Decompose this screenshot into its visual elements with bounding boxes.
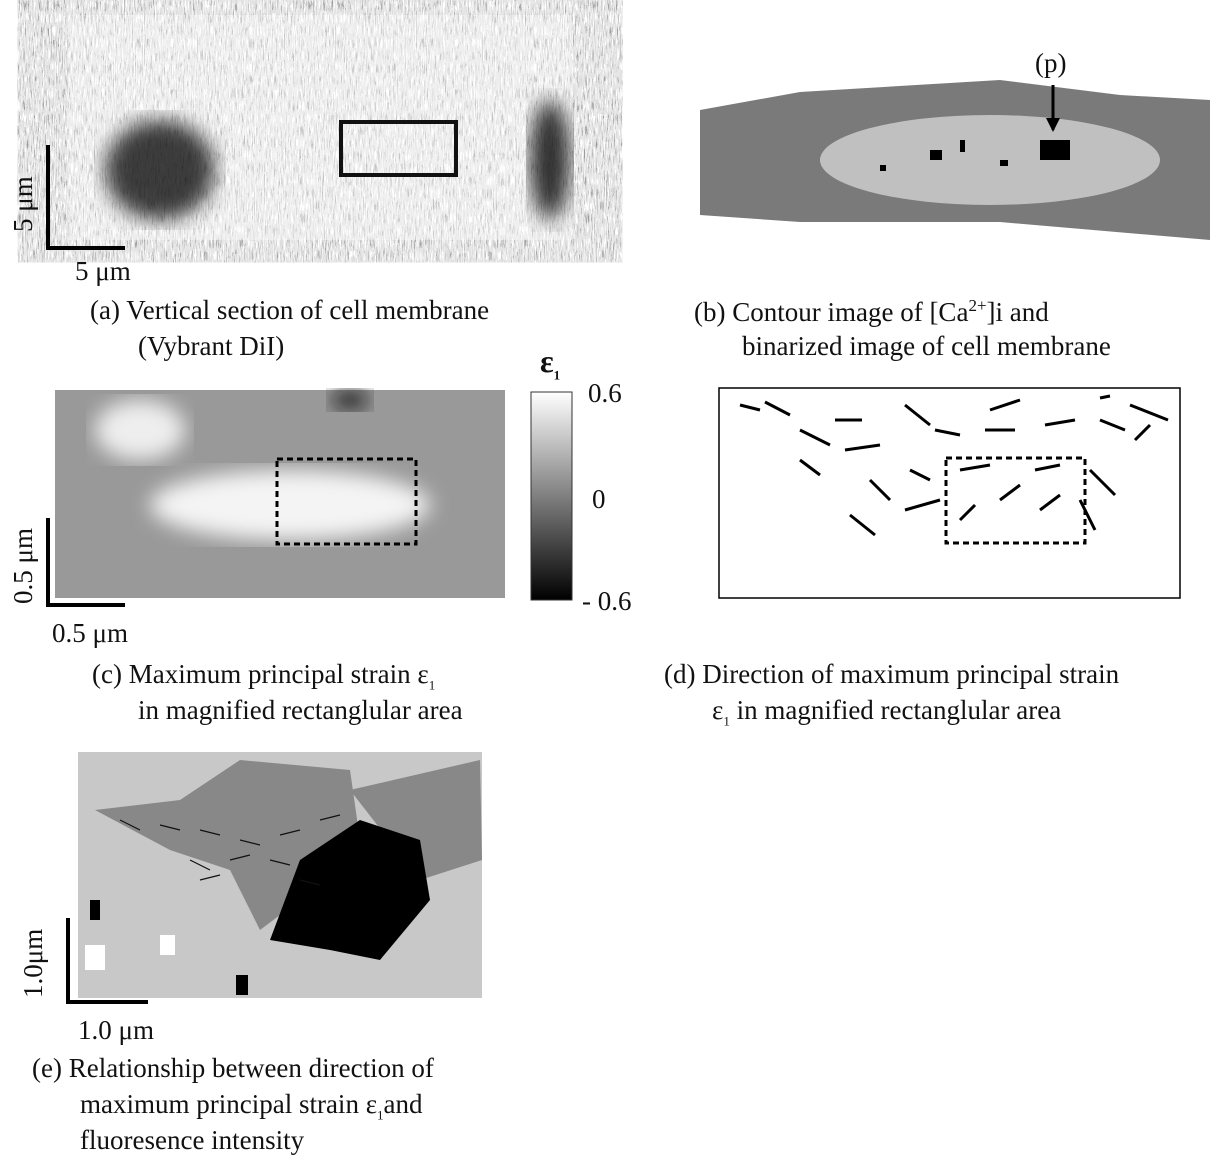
caption: fluoresence intensity: [80, 1127, 304, 1154]
strain-map: [48, 390, 572, 605]
caption: ε1 in magnified rectanglular area: [712, 697, 1061, 727]
scale-label: 0.5 μm: [10, 528, 37, 604]
colorbar-tick: 0.6: [588, 380, 622, 407]
caption-sup: 2+: [968, 296, 986, 315]
symbol: ε: [540, 343, 554, 379]
caption: (Vybrant DiI): [138, 333, 284, 360]
caption-text: and: [384, 1089, 423, 1119]
caption: binarized image of cell membrane: [742, 333, 1111, 360]
contour-image: [700, 80, 1210, 240]
colorbar-tick: 0: [592, 486, 606, 513]
caption-text: (c) Maximum principal strain ε: [92, 659, 429, 689]
scale-label: 1.0 μm: [78, 1017, 154, 1044]
scale-label: 5 μm: [75, 258, 131, 285]
caption: in magnified rectanglular area: [138, 697, 463, 724]
direction-map: [719, 388, 1180, 598]
annotation: (p): [1035, 50, 1066, 77]
relation-image: [68, 752, 482, 1002]
caption-text: maximum principal strain ε: [80, 1089, 377, 1119]
scale-label: 1.0μm: [20, 929, 47, 998]
caption: (d) Direction of maximum principal strai…: [664, 661, 1119, 688]
caption-text: (b) Contour image of [Ca: [694, 297, 968, 327]
caption-sub: 1: [429, 677, 436, 692]
caption-text: in magnified rectanglular area: [730, 695, 1061, 725]
caption: maximum principal strain ε1and: [80, 1091, 423, 1121]
colorbar-tick: - 0.6: [582, 588, 632, 615]
subscript: 1: [554, 367, 561, 382]
colorbar: [531, 392, 572, 600]
caption: (b) Contour image of [Ca2+]i and: [694, 297, 1049, 326]
caption: (e) Relationship between direction of: [32, 1055, 434, 1082]
caption: (a) Vertical section of cell membrane: [90, 297, 489, 324]
scale-label: 5 μm: [10, 176, 37, 232]
caption-text: ε: [712, 695, 723, 725]
caption-text: ]i and: [987, 297, 1049, 327]
scale-label: 0.5 μm: [52, 620, 128, 647]
membrane-image: [48, 15, 572, 248]
figure: 5 μm 5 μm (a) Vertical section of cell m…: [0, 0, 1219, 1162]
colorbar-title: ε1: [540, 345, 560, 381]
figure-images: [0, 0, 1219, 1162]
caption: (c) Maximum principal strain ε1: [92, 661, 435, 691]
